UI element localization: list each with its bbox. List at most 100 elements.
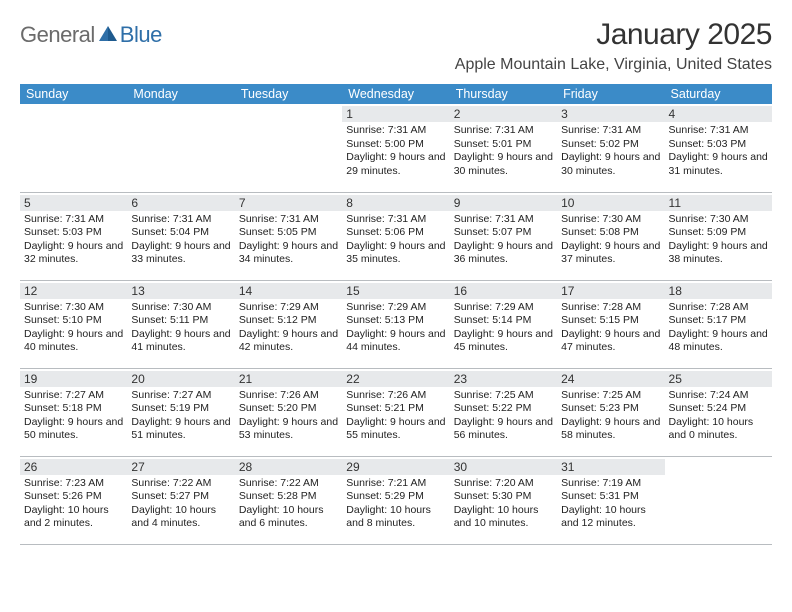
day-details: Sunrise: 7:24 AMSunset: 5:24 PMDaylight:…	[669, 389, 768, 444]
calendar-body: 1Sunrise: 7:31 AMSunset: 5:00 PMDaylight…	[20, 104, 772, 544]
calendar-day-cell: 8Sunrise: 7:31 AMSunset: 5:06 PMDaylight…	[342, 192, 449, 280]
daylight-text: Daylight: 9 hours and 56 minutes.	[454, 416, 553, 443]
day-details: Sunrise: 7:27 AMSunset: 5:19 PMDaylight:…	[131, 389, 230, 444]
daylight-text: Daylight: 10 hours and 10 minutes.	[454, 504, 553, 531]
day-details: Sunrise: 7:30 AMSunset: 5:09 PMDaylight:…	[669, 213, 768, 268]
day-details: Sunrise: 7:26 AMSunset: 5:20 PMDaylight:…	[239, 389, 338, 444]
daylight-text: Daylight: 9 hours and 42 minutes.	[239, 328, 338, 355]
sunset-text: Sunset: 5:12 PM	[239, 314, 338, 328]
sunset-text: Sunset: 5:03 PM	[669, 138, 768, 152]
day-details: Sunrise: 7:21 AMSunset: 5:29 PMDaylight:…	[346, 477, 445, 532]
sunset-text: Sunset: 5:20 PM	[239, 402, 338, 416]
sunset-text: Sunset: 5:09 PM	[669, 226, 768, 240]
daylight-text: Daylight: 9 hours and 53 minutes.	[239, 416, 338, 443]
sunrise-text: Sunrise: 7:27 AM	[131, 389, 230, 403]
calendar-day-cell: 23Sunrise: 7:25 AMSunset: 5:22 PMDayligh…	[450, 368, 557, 456]
sunset-text: Sunset: 5:21 PM	[346, 402, 445, 416]
calendar-day-cell: 21 Sunrise: 7:26 AMSunset: 5:20 PMDayligh…	[235, 368, 342, 456]
sunrise-text: Sunrise: 7:25 AM	[454, 389, 553, 403]
calendar-day-cell: 24Sunrise: 7:25 AMSunset: 5:23 PMDayligh…	[557, 368, 664, 456]
daylight-text: Daylight: 9 hours and 35 minutes.	[346, 240, 445, 267]
day-number: 21	[235, 371, 342, 387]
calendar-day-cell: 1Sunrise: 7:31 AMSunset: 5:00 PMDaylight…	[342, 104, 449, 192]
calendar-day-cell: 11 Sunrise: 7:30 AMSunset: 5:09 PMDayligh…	[665, 192, 772, 280]
day-number: 14	[235, 283, 342, 299]
day-number: 3	[557, 106, 664, 122]
sunrise-text: Sunrise: 7:30 AM	[24, 301, 123, 315]
day-details: Sunrise: 7:19 AMSunset: 5:31 PMDaylight:…	[561, 477, 660, 532]
sunrise-text: Sunrise: 7:31 AM	[561, 124, 660, 138]
day-number: 29	[342, 459, 449, 475]
header: General Blue January 2025 Apple Mountain…	[20, 18, 772, 74]
day-details: Sunrise: 7:29 AMSunset: 5:13 PMDaylight:…	[346, 301, 445, 356]
day-number: 13	[127, 283, 234, 299]
day-details: Sunrise: 7:22 AMSunset: 5:28 PMDaylight:…	[239, 477, 338, 532]
logo-mark-icon	[98, 24, 118, 47]
calendar-day-cell: 16Sunrise: 7:29 AMSunset: 5:14 PMDayligh…	[450, 280, 557, 368]
day-details: Sunrise: 7:29 AMSunset: 5:12 PMDaylight:…	[239, 301, 338, 356]
weekday-header: Tuesday	[235, 84, 342, 104]
calendar-day-cell	[235, 104, 342, 192]
sunrise-text: Sunrise: 7:31 AM	[346, 213, 445, 227]
location-text: Apple Mountain Lake, Virginia, United St…	[455, 56, 772, 74]
sunrise-text: Sunrise: 7:21 AM	[346, 477, 445, 491]
daylight-text: Daylight: 10 hours and 6 minutes.	[239, 504, 338, 531]
sunset-text: Sunset: 5:01 PM	[454, 138, 553, 152]
sunrise-text: Sunrise: 7:23 AM	[24, 477, 123, 491]
calendar-head: SundayMondayTuesdayWednesdayThursdayFrid…	[20, 84, 772, 104]
sunset-text: Sunset: 5:14 PM	[454, 314, 553, 328]
daylight-text: Daylight: 9 hours and 47 minutes.	[561, 328, 660, 355]
sunset-text: Sunset: 5:10 PM	[24, 314, 123, 328]
sunrise-text: Sunrise: 7:30 AM	[131, 301, 230, 315]
weekday-header: Saturday	[665, 84, 772, 104]
sunrise-text: Sunrise: 7:29 AM	[454, 301, 553, 315]
sunrise-text: Sunrise: 7:29 AM	[346, 301, 445, 315]
calendar-day-cell: 17Sunrise: 7:28 AMSunset: 5:15 PMDayligh…	[557, 280, 664, 368]
calendar-day-cell: 22Sunrise: 7:26 AMSunset: 5:21 PMDayligh…	[342, 368, 449, 456]
day-number: 28	[235, 459, 342, 475]
sunset-text: Sunset: 5:15 PM	[561, 314, 660, 328]
day-number: 1	[342, 106, 449, 122]
day-details: Sunrise: 7:31 AMSunset: 5:02 PMDaylight:…	[561, 124, 660, 179]
daylight-text: Daylight: 9 hours and 55 minutes.	[346, 416, 445, 443]
calendar-day-cell: 18Sunrise: 7:28 AMSunset: 5:17 PMDayligh…	[665, 280, 772, 368]
daylight-text: Daylight: 9 hours and 33 minutes.	[131, 240, 230, 267]
sunset-text: Sunset: 5:23 PM	[561, 402, 660, 416]
daylight-text: Daylight: 9 hours and 44 minutes.	[346, 328, 445, 355]
day-number: 19	[20, 371, 127, 387]
day-number: 11	[665, 195, 772, 211]
calendar-day-cell: 15Sunrise: 7:29 AMSunset: 5:13 PMDayligh…	[342, 280, 449, 368]
sunset-text: Sunset: 5:31 PM	[561, 490, 660, 504]
weekday-header: Monday	[127, 84, 234, 104]
day-number: 5	[20, 195, 127, 211]
sunset-text: Sunset: 5:07 PM	[454, 226, 553, 240]
sunrise-text: Sunrise: 7:28 AM	[561, 301, 660, 315]
sunset-text: Sunset: 5:26 PM	[24, 490, 123, 504]
calendar-day-cell: 13 Sunrise: 7:30 AMSunset: 5:11 PMDayligh…	[127, 280, 234, 368]
calendar-day-cell	[665, 456, 772, 544]
sunrise-text: Sunrise: 7:31 AM	[669, 124, 768, 138]
day-details: Sunrise: 7:31 AMSunset: 5:04 PMDaylight:…	[131, 213, 230, 268]
day-details: Sunrise: 7:29 AMSunset: 5:14 PMDaylight:…	[454, 301, 553, 356]
calendar-day-cell: 6 Sunrise: 7:31 AMSunset: 5:04 PMDaylight…	[127, 192, 234, 280]
sunrise-text: Sunrise: 7:31 AM	[239, 213, 338, 227]
day-details: Sunrise: 7:31 AMSunset: 5:06 PMDaylight:…	[346, 213, 445, 268]
day-number: 27	[127, 459, 234, 475]
day-number: 10	[557, 195, 664, 211]
sunset-text: Sunset: 5:13 PM	[346, 314, 445, 328]
calendar-day-cell	[127, 104, 234, 192]
calendar-week-row: 26Sunrise: 7:23 AMSunset: 5:26 PMDayligh…	[20, 456, 772, 544]
day-number: 6	[127, 195, 234, 211]
sunrise-text: Sunrise: 7:30 AM	[669, 213, 768, 227]
day-details: Sunrise: 7:30 AMSunset: 5:11 PMDaylight:…	[131, 301, 230, 356]
sunrise-text: Sunrise: 7:24 AM	[669, 389, 768, 403]
day-number: 24	[557, 371, 664, 387]
day-details: Sunrise: 7:28 AMSunset: 5:17 PMDaylight:…	[669, 301, 768, 356]
day-number: 2	[450, 106, 557, 122]
sunset-text: Sunset: 5:08 PM	[561, 226, 660, 240]
month-title: January 2025	[455, 18, 772, 52]
calendar-day-cell: 2Sunrise: 7:31 AMSunset: 5:01 PMDaylight…	[450, 104, 557, 192]
logo-text-blue: Blue	[120, 22, 162, 48]
sunrise-text: Sunrise: 7:25 AM	[561, 389, 660, 403]
calendar-day-cell: 12Sunrise: 7:30 AMSunset: 5:10 PMDayligh…	[20, 280, 127, 368]
